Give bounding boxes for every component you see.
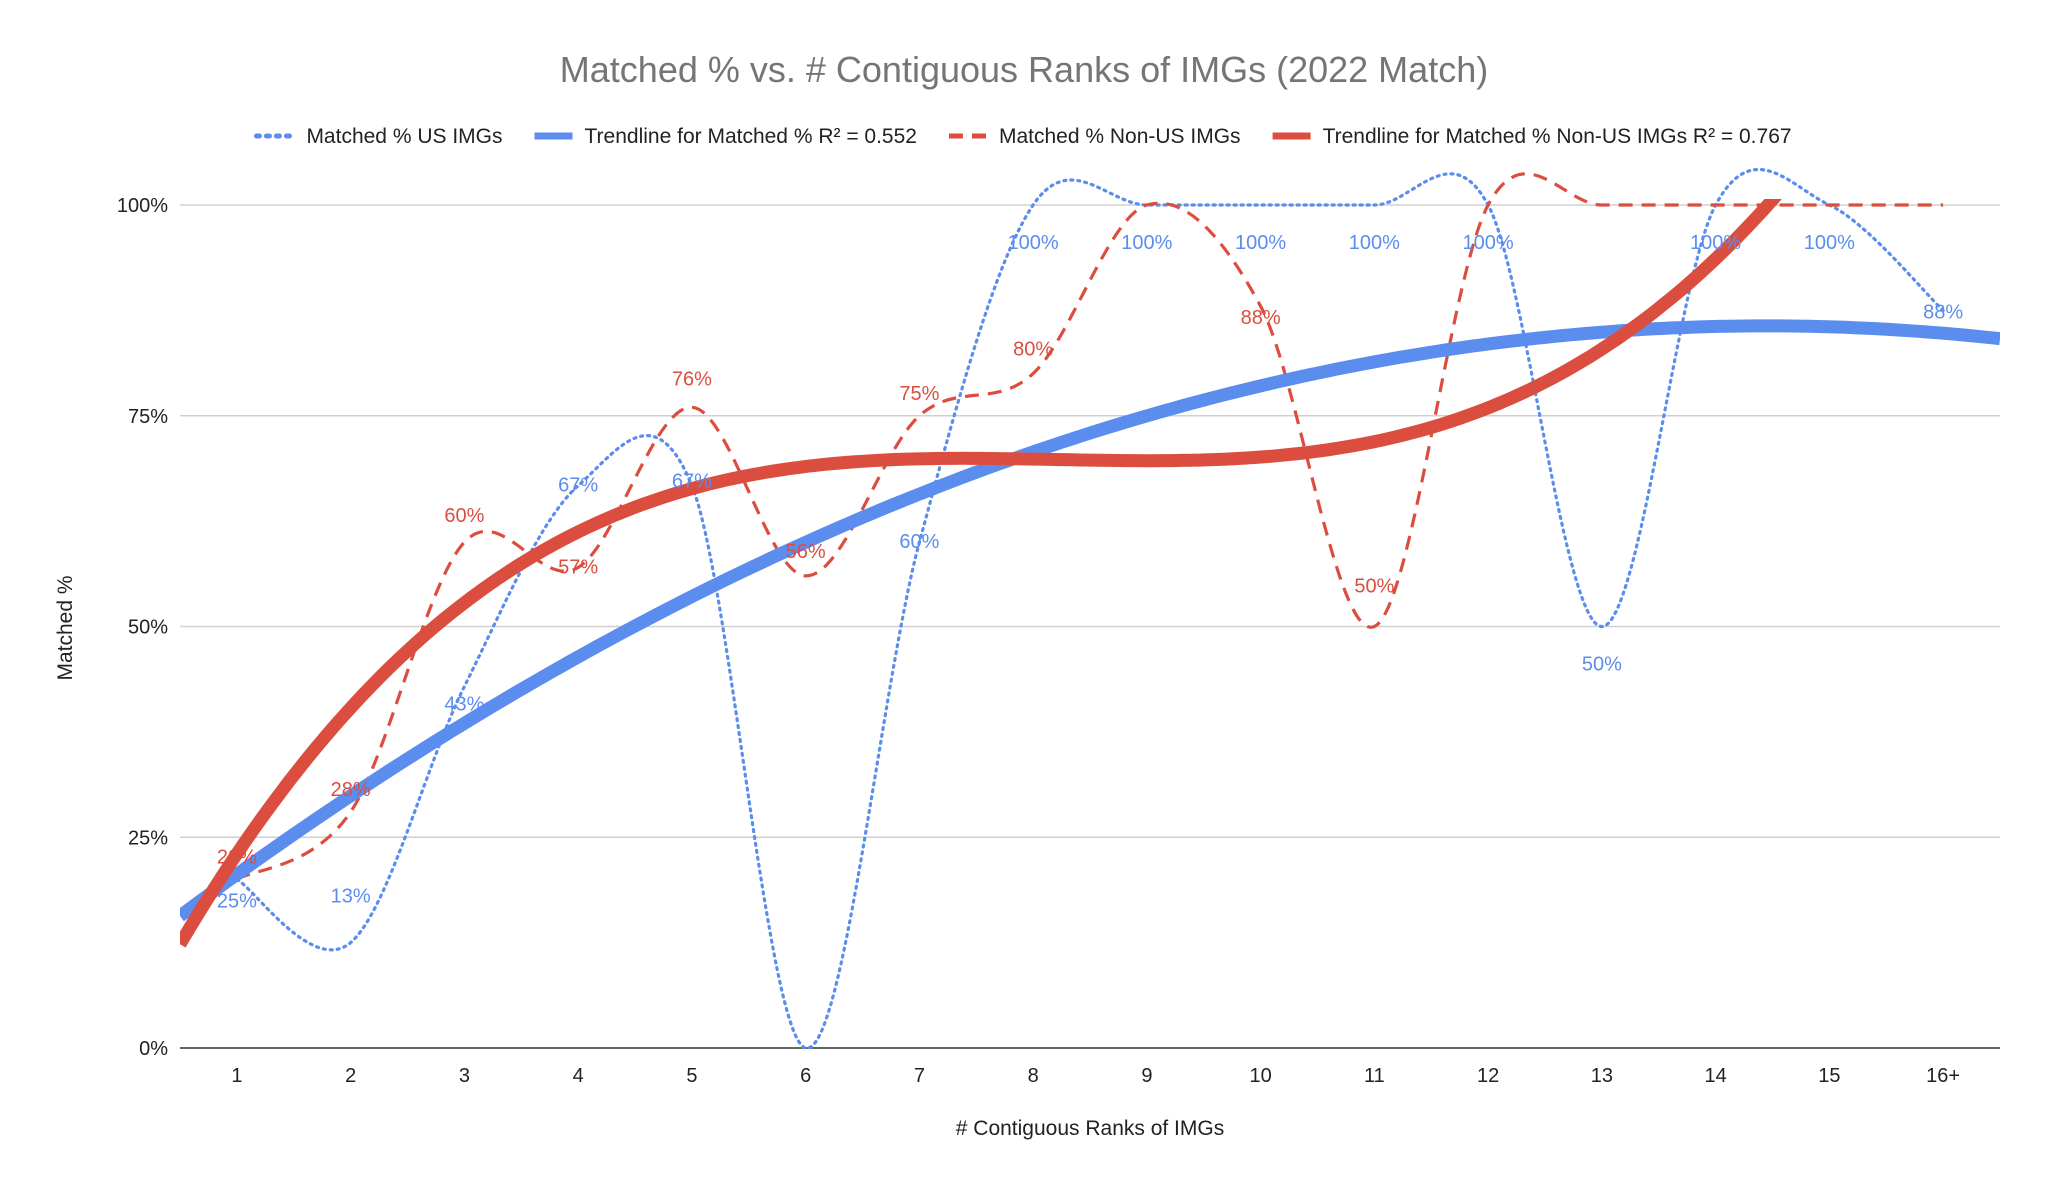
gridlines (180, 204, 2000, 838)
x-axis-ticks: 1 2 3 4 5 6 7 8 9 10 11 12 13 14 15 16+ (180, 1047, 2000, 1087)
y-tick-label: 75% (128, 406, 168, 428)
legend-item-matched-non-us-imgs: Matched % Non-US IMGs (948, 125, 1241, 148)
x-tick-label: 1 (231, 1065, 242, 1087)
x-tick-label: 9 (1141, 1065, 1152, 1087)
legend-item-trendline-for-matched-non-us-imgs-r-0-767: Trendline for Matched % Non-US IMGs R² =… (1272, 125, 1792, 148)
data-label-matched-us-imgs: 100% (1235, 232, 1286, 254)
x-tick-label: 3 (459, 1065, 470, 1087)
legend-label: Trendline for Matched % R² = 0.552 (585, 125, 917, 148)
x-tick-label: 14 (1705, 1065, 1727, 1087)
data-label-matched-us-imgs: 100% (1804, 232, 1855, 254)
series-line-matched-us-imgs (235, 167, 1945, 1050)
x-tick-label: 10 (1250, 1065, 1272, 1087)
data-label-matched-non-us-imgs: 50% (1354, 576, 1394, 598)
data-label-matched-us-imgs: 13% (331, 886, 371, 908)
data-label-matched-non-us-imgs: 75% (899, 383, 939, 405)
x-tick-label: 12 (1477, 1065, 1499, 1087)
x-tick-label: 2 (345, 1065, 356, 1087)
x-tick-label: 11 (1364, 1065, 1385, 1087)
y-axis-title: Matched % (54, 575, 77, 680)
y-axis-ticks: 0% 25% 50% 75% 100% (117, 195, 168, 1060)
data-label-matched-us-imgs: 25% (217, 890, 257, 912)
x-tick-label: 5 (686, 1065, 697, 1087)
x-tick-label: 15 (1818, 1065, 1840, 1087)
x-tick-label: 8 (1028, 1065, 1039, 1087)
data-label-matched-us-imgs: 100% (1463, 232, 1514, 254)
data-label-matched-non-us-imgs: 56% (786, 541, 826, 563)
y-tick-label: 0% (139, 1038, 168, 1060)
y-tick-label: 25% (128, 827, 168, 849)
data-label-matched-us-imgs: 67% (672, 471, 712, 493)
data-label-matched-non-us-imgs: 60% (444, 505, 484, 527)
x-tick-label: 4 (573, 1065, 584, 1087)
data-label-matched-us-imgs: 88% (1923, 301, 1963, 323)
data-label-matched-non-us-imgs: 76% (672, 368, 712, 390)
data-labels: 25% 13% 43% 67% 67% 60% 100% 100% 100% 100% 100% 50… (217, 232, 1963, 912)
data-label-matched-us-imgs: 67% (558, 475, 598, 497)
data-label-matched-non-us-imgs: 88% (1241, 307, 1281, 329)
x-tick-label: 16+ (1926, 1065, 1960, 1087)
data-label-matched-non-us-imgs: 20% (217, 846, 257, 868)
legend-item-matched-us-imgs: Matched % US IMGs (253, 125, 503, 148)
legend-label: Matched % US IMGs (306, 125, 502, 148)
legend: Matched % US IMGs Trendline for Matched %… (253, 125, 1792, 148)
data-label-matched-us-imgs: 60% (899, 531, 939, 553)
x-axis-title: # Contiguous Ranks of IMGs (956, 1117, 1224, 1140)
data-label-matched-us-imgs: 100% (1349, 232, 1400, 254)
trendlines (180, 199, 2000, 948)
data-label-matched-non-us-imgs: 57% (558, 556, 598, 578)
legend-label: Trendline for Matched % Non-US IMGs R² =… (1323, 125, 1792, 148)
legend-label: Matched % Non-US IMGs (999, 125, 1241, 148)
series-line-matched-non-us-imgs (236, 172, 1944, 881)
x-tick-label: 7 (914, 1065, 925, 1087)
x-tick-label: 6 (800, 1065, 811, 1087)
data-label-matched-us-imgs: 100% (1690, 232, 1741, 254)
chart-title: Matched % vs. # Contiguous Ranks of IMGs… (560, 49, 1488, 90)
x-tick-label: 13 (1591, 1065, 1613, 1087)
data-label-matched-us-imgs: 43% (444, 693, 484, 715)
data-label-matched-us-imgs: 100% (1121, 232, 1172, 254)
data-label-matched-us-imgs: 50% (1582, 654, 1622, 676)
data-series (235, 167, 1945, 1050)
data-label-matched-non-us-imgs: 80% (1013, 339, 1053, 361)
data-label-matched-non-us-imgs: 28% (331, 779, 371, 801)
trendline-trendline-for-matched-non-us-imgs-r-0-767 (180, 199, 1782, 948)
data-label-matched-us-imgs: 100% (1008, 232, 1059, 254)
legend-item-trendline-for-matched-r-0-552: Trendline for Matched % R² = 0.552 (534, 125, 917, 148)
trendline-trendline-for-matched-r-0-552 (180, 319, 2000, 922)
y-tick-label: 100% (117, 195, 168, 217)
y-tick-label: 50% (128, 617, 168, 639)
